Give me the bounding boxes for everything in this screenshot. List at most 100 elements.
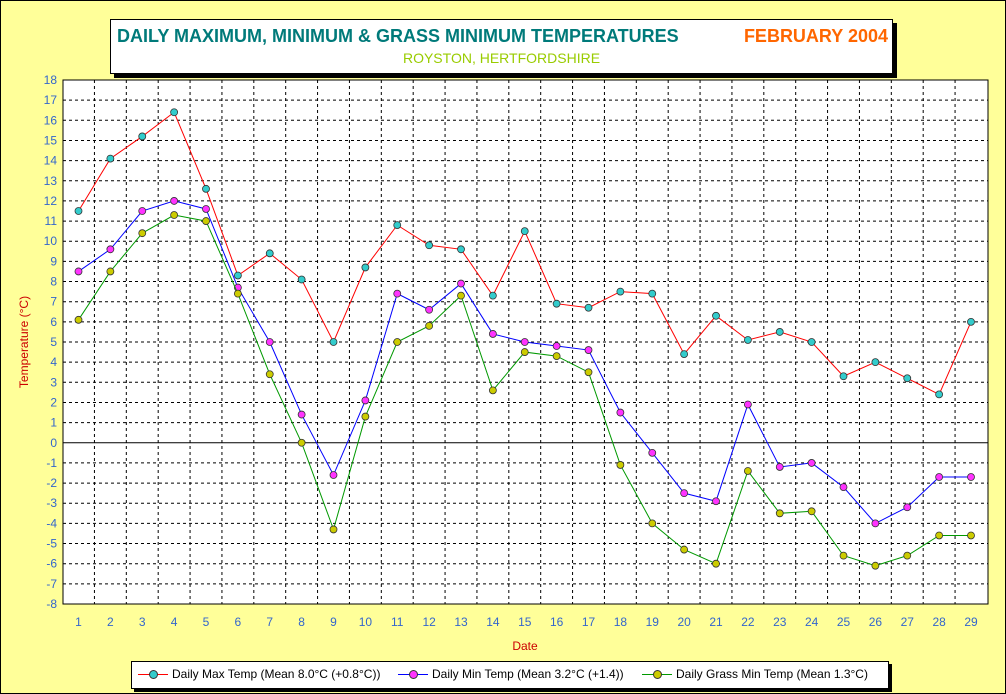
data-point	[552, 299, 561, 308]
data-point	[712, 559, 720, 568]
data-point	[775, 463, 784, 471]
y-tick-label: 16	[44, 113, 58, 127]
y-axis-label: Temperature (°C)	[17, 296, 31, 388]
data-point	[520, 227, 529, 236]
x-tick-label: 25	[837, 615, 851, 629]
x-tick-label: 1	[75, 615, 82, 629]
x-tick-label: 13	[454, 615, 468, 629]
data-point	[425, 321, 434, 330]
y-tick-label: 7	[50, 295, 57, 309]
y-tick-label: 10	[44, 234, 58, 248]
data-point	[807, 507, 816, 516]
y-tick-label: -7	[46, 577, 57, 591]
x-tick-label: 16	[550, 615, 564, 629]
data-point	[616, 287, 625, 296]
y-tick-label: 4	[50, 355, 57, 369]
data-point	[520, 348, 529, 356]
chart-title: DAILY MAXIMUM, MINIMUM & GRASS MINIMUM T…	[117, 26, 679, 46]
x-tick-label: 27	[901, 615, 915, 629]
y-tick-label: 17	[44, 93, 58, 107]
data-point	[488, 386, 497, 395]
data-point	[680, 545, 689, 554]
data-point	[170, 108, 179, 117]
data-point	[903, 551, 912, 560]
data-point	[425, 305, 434, 314]
data-point	[138, 132, 147, 141]
data-point	[297, 410, 306, 419]
y-tick-label: 3	[50, 375, 57, 389]
data-point	[329, 471, 338, 479]
data-point	[488, 330, 497, 338]
x-tick-label: 6	[235, 615, 242, 629]
y-tick-label: -3	[46, 496, 57, 510]
data-point	[138, 207, 147, 215]
data-point	[871, 358, 880, 367]
data-point	[74, 267, 83, 276]
data-point	[967, 473, 975, 481]
y-tick-label: -6	[46, 557, 57, 571]
data-point	[361, 263, 370, 272]
data-point	[775, 509, 784, 518]
x-tick-label: 23	[773, 615, 787, 629]
chart-title-box: DAILY MAXIMUM, MINIMUM & GRASS MINIMUM T…	[110, 19, 893, 74]
y-tick-label: 14	[44, 154, 58, 168]
data-point	[839, 372, 848, 381]
data-point	[393, 221, 402, 230]
y-tick-label: 11	[45, 214, 58, 228]
y-tick-label: 6	[50, 315, 57, 329]
data-point	[106, 245, 115, 254]
y-tick-label: -4	[46, 516, 57, 530]
data-point	[775, 328, 784, 336]
axes: -8-7-6-5-4-3-2-1012345678910111213141516…	[44, 73, 978, 629]
data-point	[393, 289, 402, 298]
data-point	[871, 561, 880, 570]
x-tick-label: 2	[107, 615, 114, 629]
chart-date: FEBRUARY 2004	[743, 26, 888, 46]
data-point	[74, 207, 83, 215]
data-point	[106, 154, 115, 163]
legend-swatch-min	[398, 668, 428, 680]
data-point	[648, 448, 657, 457]
data-point	[743, 467, 752, 475]
data-point	[712, 311, 720, 320]
data-point	[297, 275, 306, 284]
legend-item-min: Daily Min Temp (Mean 3.2°C (+1.4))	[398, 667, 624, 681]
data-point	[202, 184, 210, 193]
data-point	[743, 336, 752, 344]
y-tick-label: 18	[44, 73, 58, 87]
x-tick-label: 29	[964, 615, 978, 629]
y-tick-label: -5	[46, 537, 57, 551]
data-point	[457, 245, 465, 254]
data-point	[935, 473, 944, 481]
data-point	[361, 412, 370, 421]
data-point	[170, 211, 179, 219]
data-point	[648, 519, 657, 528]
data-point	[329, 525, 338, 534]
data-point	[74, 315, 83, 324]
data-point	[903, 374, 912, 383]
data-point	[265, 338, 274, 346]
data-point	[967, 531, 975, 540]
legend-item-max: Daily Max Temp (Mean 8.0°C (+0.8°C))	[138, 667, 380, 681]
data-point	[871, 519, 880, 528]
chart-subtitle: ROYSTON, HERTFORDSHIRE	[402, 50, 601, 66]
x-tick-label: 4	[171, 615, 178, 629]
data-point	[584, 303, 593, 312]
x-tick-label: 21	[709, 615, 723, 629]
data-point	[839, 551, 848, 560]
data-point	[616, 461, 625, 469]
data-point	[680, 350, 689, 358]
data-point	[297, 438, 306, 447]
data-point	[967, 317, 975, 326]
data-point	[425, 241, 434, 250]
y-tick-label: 12	[44, 194, 58, 208]
data-point	[680, 489, 689, 498]
data-point	[935, 390, 944, 399]
data-point	[393, 338, 402, 346]
chart-legend: Daily Max Temp (Mean 8.0°C (+0.8°C)) Dai…	[131, 661, 889, 689]
data-point	[170, 197, 179, 205]
legend-label-max: Daily Max Temp (Mean 8.0°C (+0.8°C))	[172, 667, 381, 681]
x-tick-label: 24	[805, 615, 819, 629]
data-point	[265, 249, 274, 258]
